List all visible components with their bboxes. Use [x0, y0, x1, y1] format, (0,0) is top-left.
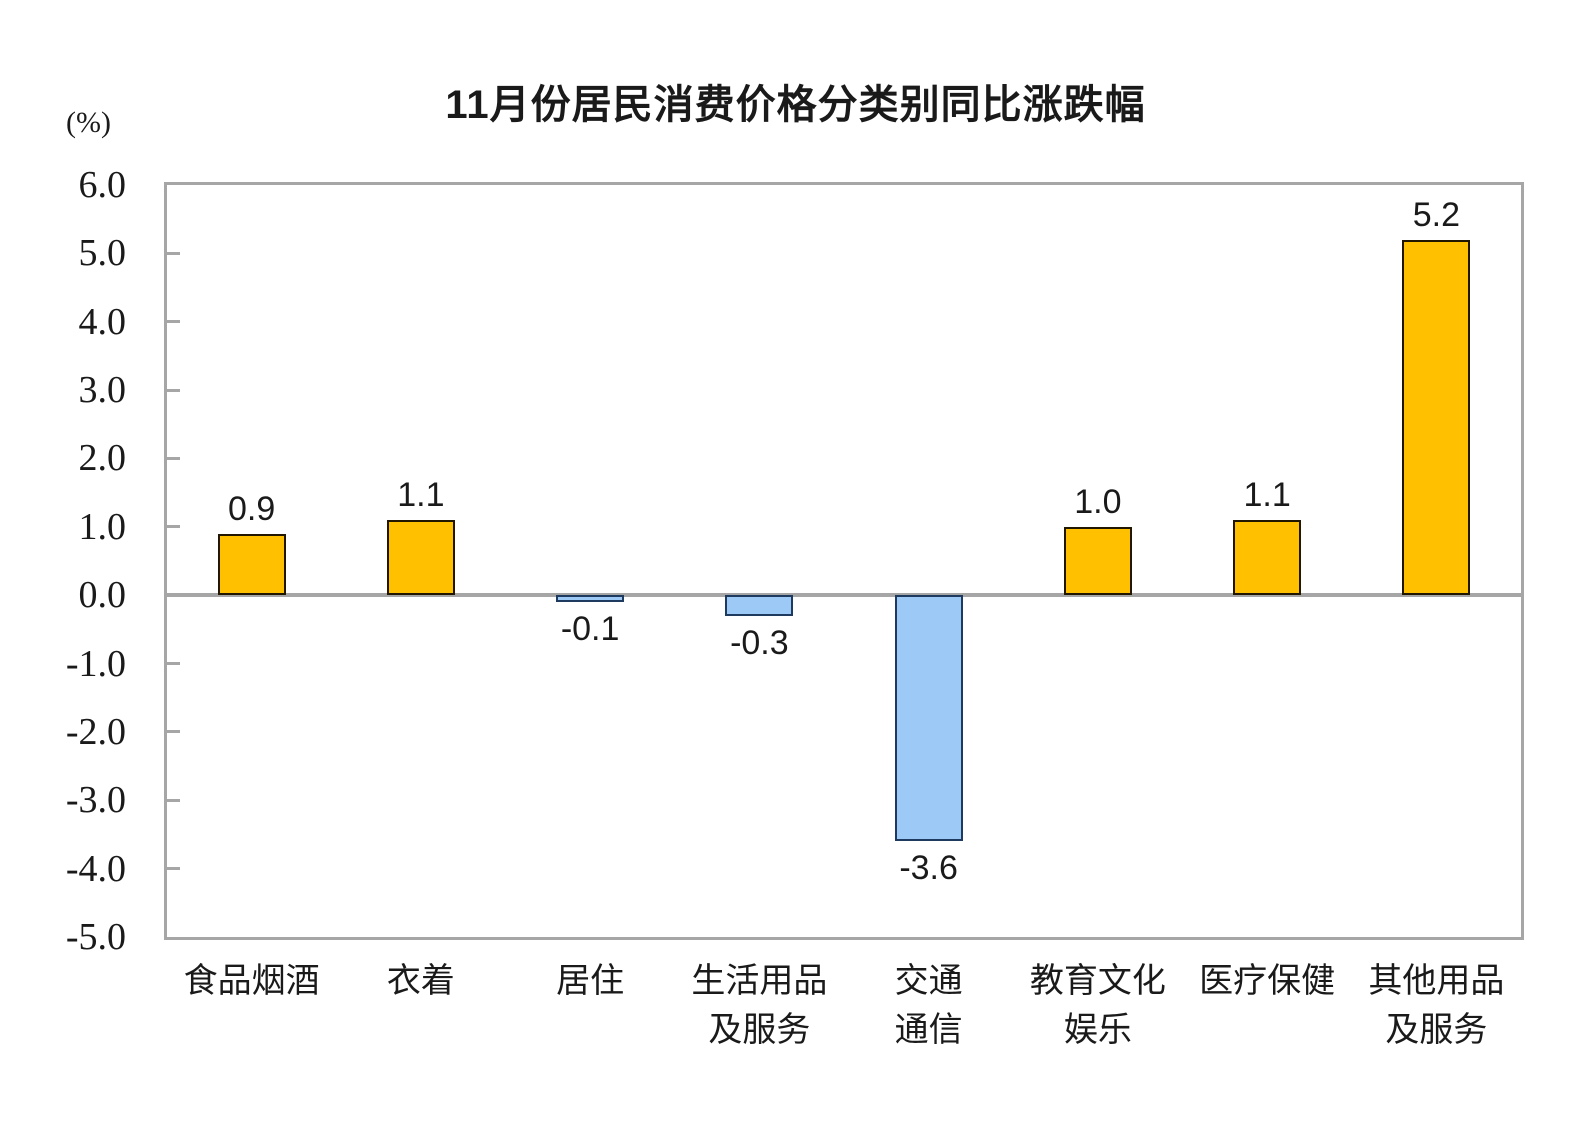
y-tick-label: 1.0	[78, 505, 127, 548]
y-tick-label: -4.0	[65, 847, 126, 890]
y-axis-unit-label: (%)	[66, 106, 111, 139]
y-tick-label: 0.0	[78, 574, 127, 617]
y-tick-mark	[167, 251, 180, 255]
bar	[894, 595, 963, 842]
y-tick-mark	[167, 388, 180, 392]
y-tick-label: -3.0	[65, 779, 126, 822]
x-category-label-line: 其他用品	[1368, 963, 1505, 1000]
x-category-label-line: 食品烟酒	[183, 963, 320, 1000]
bar	[1063, 526, 1132, 596]
x-category-label: 其他用品 及服务	[1368, 957, 1504, 1055]
bar	[725, 595, 794, 616]
x-category-label-line: 通信	[894, 1012, 963, 1049]
bar-value-label: 5.2	[1412, 195, 1461, 234]
bar-value-label: 1.1	[1243, 475, 1291, 514]
x-category-label: 交通 通信	[895, 957, 963, 1055]
y-tick-label: -1.0	[65, 642, 126, 685]
y-tick-label: 4.0	[78, 300, 127, 343]
bar-value-label: 0.9	[227, 489, 276, 528]
x-category-label-line: 及服务	[708, 1012, 811, 1049]
x-category-label: 居住	[556, 957, 624, 1006]
chart-title: 11月份居民消费价格分类别同比涨跌幅	[445, 83, 1146, 127]
y-tick-label: 5.0	[78, 232, 127, 275]
y-tick-mark	[167, 662, 180, 666]
x-category-label: 生活用品 及服务	[691, 957, 827, 1055]
bar-value-label: -3.6	[899, 849, 958, 888]
y-tick-label: 6.0	[78, 164, 127, 206]
x-category-label-line: 娱乐	[1063, 1012, 1132, 1049]
x-category-label-line: 居住	[556, 963, 625, 1000]
plot-area: 0.9 1.1 -0.1 -0.3 -3.6 1.0 1.1 5.2	[164, 182, 1524, 940]
y-tick-label: 3.0	[78, 369, 127, 412]
x-category-label: 医疗保健	[1199, 957, 1335, 1006]
x-category-label-line: 衣着	[386, 963, 455, 1000]
x-category-label-line: 生活用品	[691, 963, 828, 1000]
bar	[217, 533, 286, 596]
bar-value-label: 1.1	[397, 475, 445, 514]
y-tick-mark	[167, 798, 180, 802]
bar	[556, 595, 625, 602]
zero-axis-line	[167, 593, 1521, 598]
y-tick-label: -5.0	[65, 916, 126, 958]
x-category-label: 食品烟酒	[184, 957, 320, 1006]
x-category-label-line: 医疗保健	[1199, 963, 1336, 1000]
bar-value-label: 1.0	[1074, 482, 1122, 521]
x-category-label: 衣着	[387, 957, 455, 1006]
x-category-label-line: 交通	[894, 963, 963, 1000]
x-category-label: 教育文化 娱乐	[1030, 957, 1166, 1055]
y-tick-mark	[167, 525, 180, 529]
x-category-label-line: 教育文化	[1029, 963, 1166, 1000]
x-category-label-line: 及服务	[1385, 1012, 1488, 1049]
y-tick-mark	[167, 730, 180, 734]
bar-value-label: -0.3	[730, 623, 789, 662]
y-tick-label: -2.0	[65, 710, 126, 753]
y-tick-mark	[167, 867, 180, 871]
bar	[386, 519, 455, 596]
bar	[1402, 239, 1471, 596]
bar	[1233, 519, 1302, 596]
y-tick-label: 2.0	[78, 437, 127, 480]
y-tick-mark	[167, 320, 180, 324]
bar-value-label: -0.1	[560, 610, 620, 649]
y-tick-mark	[167, 456, 180, 460]
